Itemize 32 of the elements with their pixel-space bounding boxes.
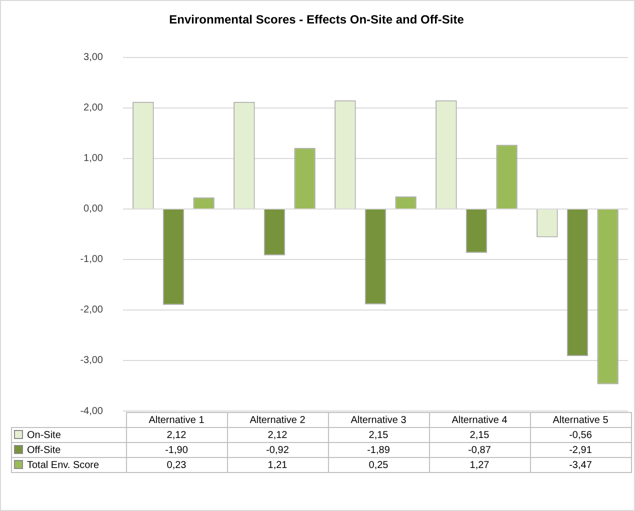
chart-title: Environmental Scores - Effects On-Site and Off-Site [169,12,464,27]
text: 2,12 [268,430,288,440]
y-tick-label: 0,00 [84,204,104,215]
text: -2,91 [569,444,592,456]
legend-label: Off-Site [12,442,126,458]
y-tick-label: -1,00 [80,254,104,266]
text: 1,21 [268,460,288,470]
text: 0,25 [368,460,388,470]
y-tick-label: 2,00 [84,102,104,114]
y-tick-label: -2,00 [80,304,104,316]
text: 2,15 [470,430,490,440]
y-tick-label: -4,00 [80,406,104,417]
y-tick-label: -3,00 [80,355,104,366]
text: 0,23 [166,460,186,470]
x-tick-label: Alternative 3 [328,412,429,428]
x-tick-label: Alternative 1 [126,412,227,428]
y-tick-label: 3,00 [84,52,104,64]
text: 2,15 [368,430,388,440]
text: -0,92 [266,444,289,456]
text: 1,27 [470,460,490,470]
text: 2,12 [166,430,186,440]
text: -3,47 [569,460,592,470]
legend-label: On-Site [12,428,126,442]
legend-label: Total Env. Score [12,458,126,472]
y-tick-label: 1,00 [84,153,104,164]
x-tick-label: Alternative 4 [429,412,530,428]
text: -1,89 [367,444,390,456]
x-tick-label: Alternative 5 [530,412,631,428]
text: -1,90 [165,444,188,456]
text: -0,87 [468,444,491,456]
text: -0,56 [569,430,592,440]
x-tick-label: Alternative 2 [227,412,328,428]
